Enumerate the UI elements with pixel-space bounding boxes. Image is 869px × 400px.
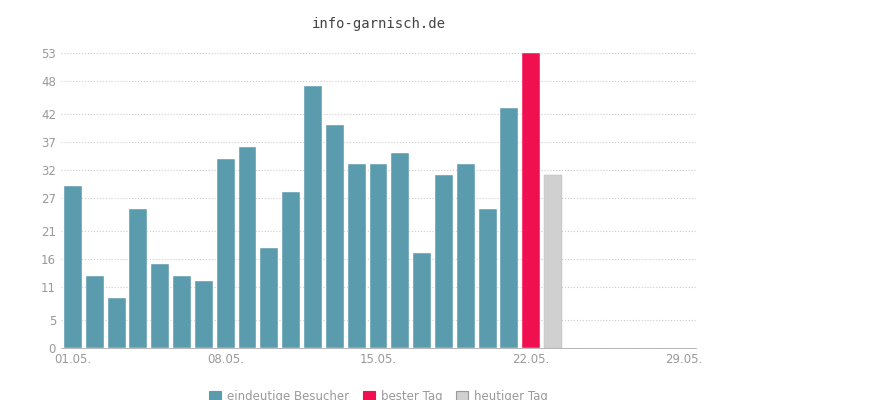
Bar <box>369 164 387 348</box>
Bar <box>521 53 540 348</box>
Bar <box>434 175 453 348</box>
Bar <box>260 248 278 348</box>
Bar <box>456 164 474 348</box>
Bar <box>86 276 103 348</box>
Bar <box>500 108 518 348</box>
Bar <box>282 192 300 348</box>
Bar <box>173 276 191 348</box>
Title: info-garnisch.de: info-garnisch.de <box>311 17 445 31</box>
Legend: eindeutige Besucher, bester Tag, heutiger Tag: eindeutige Besucher, bester Tag, heutige… <box>204 385 552 400</box>
Bar <box>108 298 125 348</box>
Bar <box>151 264 169 348</box>
Bar <box>391 153 408 348</box>
Bar <box>216 158 235 348</box>
Bar <box>413 253 430 348</box>
Bar <box>326 125 343 348</box>
Bar <box>64 186 82 348</box>
Bar <box>303 86 322 348</box>
Bar <box>195 281 213 348</box>
Bar <box>129 209 147 348</box>
Bar <box>543 175 561 348</box>
Bar <box>238 148 256 348</box>
Bar <box>348 164 365 348</box>
Bar <box>478 209 496 348</box>
